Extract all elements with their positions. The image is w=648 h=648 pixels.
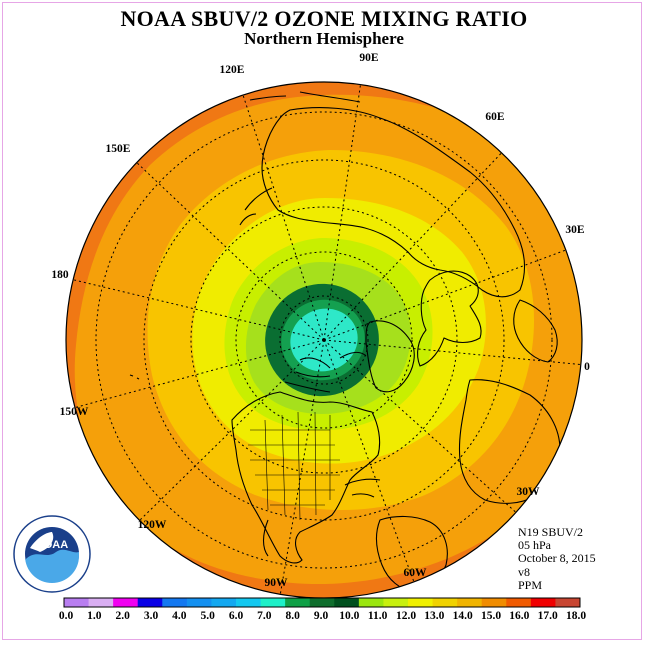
lon-label-60w: 60W [404,567,428,579]
image-frame [2,2,642,640]
latlon-grid [66,82,582,597]
colorbar-swatch [432,598,458,607]
coast-europe [417,270,482,367]
colorbar-swatch [358,598,384,607]
colorbar-swatch [530,598,556,607]
colorbar-swatch [285,598,311,607]
colorbar-swatch [186,598,212,607]
colorbar-tick-label: 5.0 [200,610,215,622]
lon-label-60e: 60E [485,111,505,123]
colorbar-swatch [211,598,237,607]
colorbar-tick-label: 15.0 [481,610,501,622]
pressure-level: 05 hPa [518,538,551,553]
colorbar-tick-label: 17.0 [538,610,558,622]
colorbar-tick-label: 16.0 [509,610,529,622]
colorbar-swatch [383,598,409,607]
date-label: October 8, 2015 [518,551,596,566]
colorbar-tick-label: 13.0 [424,610,444,622]
colorbar-tick-label: 10.0 [339,610,359,622]
lon-label-120w: 120W [138,519,167,531]
map-info: N19 SBUV/2 05 hPa October 8, 2015 v8 PPM [518,525,596,592]
colorbar-swatch [113,598,139,607]
colorbar-tick-label: 8.0 [285,610,300,622]
page-subtitle: Northern Hemisphere [244,29,404,48]
colorbar-tick-label: 11.0 [368,610,388,622]
lon-label-90e: 90E [359,52,379,64]
colorbar-tick-label: 2.0 [115,610,130,622]
coast-africa [458,379,561,504]
colorbar-swatch [457,598,483,607]
lon-label-150w: 150W [60,406,89,418]
colorbar-tick-label: 4.0 [172,610,187,622]
lon-label-180: 180 [51,269,69,281]
colorbar-tick-label: 18.0 [566,610,586,622]
colorbar-swatch [309,598,335,607]
colorbar-swatch [137,598,163,607]
colorbar-swatch [236,598,262,607]
colorbar-swatch [64,598,90,607]
page-title: NOAA SBUV/2 OZONE MIXING RATIO [120,6,528,31]
coast-arabia [513,299,558,363]
colorbar-swatch [408,598,434,607]
colorbar-swatch [555,598,581,607]
coast-caribbean [344,478,381,498]
colorbar-tick-label: 1.0 [87,610,102,622]
coast-japan [239,187,273,226]
coast-baja [262,519,269,557]
lon-label-30w: 30W [517,486,541,498]
logo-text: NOAA [36,539,68,551]
colorbar-tick-label: 7.0 [257,610,272,622]
colorbar-tick-label: 14.0 [453,610,473,622]
colorbar-tick-label: 0.0 [59,610,74,622]
lon-label-120e: 120E [220,64,245,76]
colorbar-tick-label: 12.0 [396,610,416,622]
lon-label-150e: 150E [106,143,131,155]
colorbar-tick-label: 9.0 [314,610,329,622]
units-label: PPM [518,577,543,592]
colorbar-swatch [506,598,532,607]
version-label: v8 [518,564,530,579]
coast-asia [261,107,526,298]
colorbar-tick-label: 3.0 [144,610,159,622]
colorbar-tick-label: 6.0 [229,610,244,622]
colorbar-swatch [260,598,286,607]
coast-greenland [365,320,415,393]
coast-se-asia [249,91,361,103]
colorbar-swatch [162,598,188,607]
lon-label-30e: 30E [565,224,585,236]
coast-hawaii [129,374,140,380]
lon-label-90w: 90W [265,577,289,589]
colorbar: 0.0 1.0 2.0 3.0 4.0 5.0 6.0 7.0 8.0 9.0 10.0 11.0 12… [59,597,586,622]
noaa-logo: NOAA [13,515,91,593]
coast-arctic-islands [284,351,367,393]
colorbar-swatch [334,598,360,607]
satellite-label: N19 SBUV/2 [518,525,584,539]
colorbar-swatch [481,598,507,607]
lon-label-0: 0 [584,361,590,373]
us-state-lines [248,411,340,521]
colorbar-swatch [88,598,114,607]
longitude-labels: 120E 90E 60E 150E 30E 180 0 150W 30W 120… [51,52,590,589]
